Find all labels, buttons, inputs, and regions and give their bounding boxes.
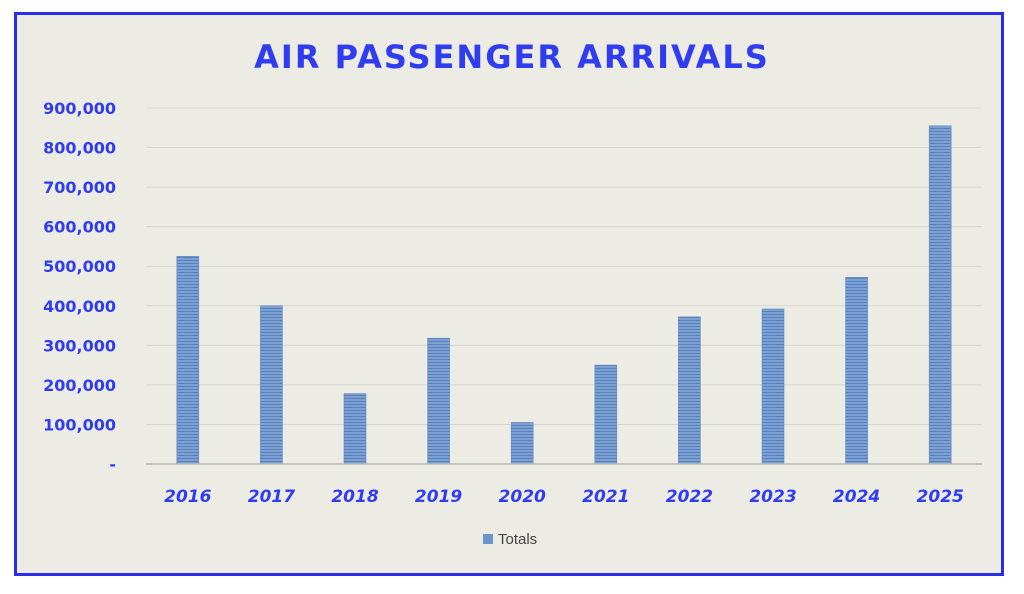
bar-2024 <box>845 276 868 465</box>
legend-label: Totals <box>498 531 537 548</box>
bar-2025 <box>928 125 952 465</box>
x-tick-label: 2025 <box>917 487 964 507</box>
bar-2020 <box>510 422 534 465</box>
x-tick-label: 2022 <box>666 487 713 507</box>
y-tick-label: 900,000 <box>43 99 116 118</box>
y-tick-label: 300,000 <box>43 336 116 355</box>
y-tick-label: 400,000 <box>43 297 116 316</box>
bar-2018 <box>343 393 367 465</box>
y-tick-label: 500,000 <box>43 257 116 276</box>
x-tick-label: 2020 <box>499 487 546 507</box>
x-tick-label: 2021 <box>582 487 629 507</box>
y-tick-label: 700,000 <box>43 178 116 197</box>
y-tick-label: - <box>109 455 116 474</box>
x-tick-label: 2024 <box>833 487 880 507</box>
x-tick-label: 2018 <box>331 487 378 507</box>
bar-2019 <box>427 337 450 465</box>
bar-2016 <box>176 256 200 465</box>
x-tick-label: 2017 <box>248 487 295 507</box>
legend-swatch <box>483 534 493 544</box>
y-tick-label: 200,000 <box>43 376 116 395</box>
x-tick-label: 2016 <box>164 487 211 507</box>
chart-title: AIR PASSENGER ARRIVALS <box>254 38 770 76</box>
x-tick-label: 2019 <box>415 487 462 507</box>
y-tick-label: 600,000 <box>43 218 116 237</box>
bar-2017 <box>260 305 283 465</box>
bar-2023 <box>761 308 785 465</box>
y-tick-label: 100,000 <box>43 415 116 434</box>
x-tick-label: 2023 <box>749 487 796 507</box>
bar-2021 <box>594 364 618 465</box>
bar-2022 <box>678 316 701 465</box>
y-tick-label: 800,000 <box>43 139 116 158</box>
